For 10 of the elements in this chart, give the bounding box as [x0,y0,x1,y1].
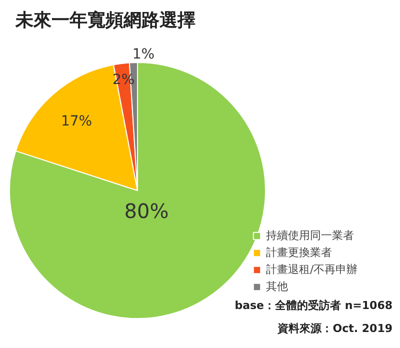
legend-label: 持續使用同一業者 [266,228,354,243]
legend-label: 其他 [266,279,288,294]
data-label: 80% [124,198,169,223]
data-label: 1% [132,46,155,62]
chart-title: 未來一年寬頻網路選擇 [14,10,196,31]
source-note: 資料來源：Oct. 2019 [276,322,393,335]
data-label: 17% [60,113,92,130]
legend-label: 計畫更換業者 [266,245,332,260]
text: base：全體的受訪者 n=1068 [234,299,393,312]
legend-label: 計畫退租/不再申辦 [266,262,358,277]
